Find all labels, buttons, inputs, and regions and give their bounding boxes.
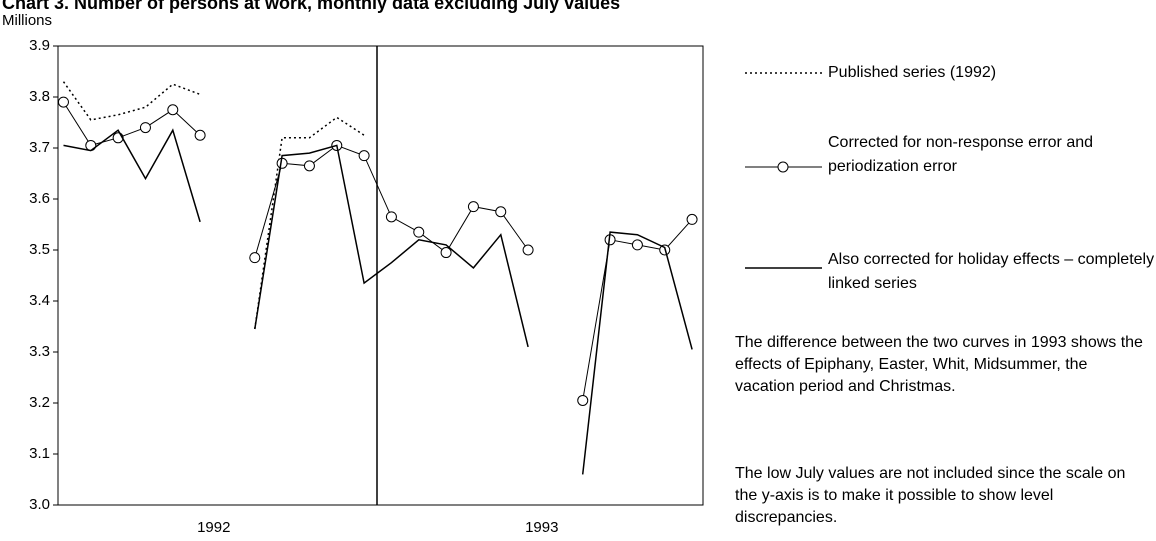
- marker: [522, 244, 534, 256]
- series-line: [62, 81, 365, 330]
- marker: [57, 96, 69, 108]
- series-line: [63, 128, 693, 475]
- marker: [413, 226, 425, 238]
- marker: [440, 247, 452, 259]
- legend-marker: [777, 161, 789, 173]
- marker: [85, 139, 97, 151]
- marker: [495, 206, 507, 218]
- plot-frame: [57, 45, 704, 506]
- marker: [167, 104, 179, 116]
- y-tick-label: 3.0: [29, 496, 50, 513]
- y-tick-label: 3.1: [29, 445, 50, 462]
- marker: [194, 129, 206, 141]
- y-tick-label: 3.7: [29, 139, 50, 156]
- y-tick-label: 3.9: [29, 37, 50, 54]
- marker: [631, 239, 643, 251]
- marker: [249, 252, 261, 264]
- chart-title: Chart 3. Number of persons at work, mont…: [2, 0, 620, 13]
- y-tick-label: 3.4: [29, 292, 50, 309]
- y-tick-label: 3.3: [29, 343, 50, 360]
- series-line: [63, 101, 693, 401]
- y-tick-label: 3.6: [29, 190, 50, 207]
- y-tick-label: 3.8: [29, 88, 50, 105]
- legend-label: Also corrected for holiday effects – com…: [828, 251, 1155, 292]
- marker: [467, 201, 479, 213]
- marker: [139, 122, 151, 134]
- x-group-label: 1993: [525, 519, 558, 536]
- marker: [577, 394, 589, 406]
- marker: [385, 211, 397, 223]
- marker: [686, 213, 698, 225]
- legend-label: Published series (1992): [828, 64, 997, 81]
- x-group-label: 1992: [197, 519, 230, 536]
- marker: [358, 150, 370, 162]
- y-axis-label: Millions: [2, 12, 52, 29]
- y-tick-label: 3.5: [29, 241, 50, 258]
- note: The low July values are not included sin…: [735, 465, 1126, 526]
- legend-label: Corrected for non-response error and per…: [828, 134, 1094, 175]
- note: The difference between the two curves in…: [735, 334, 1143, 395]
- y-tick-label: 3.2: [29, 394, 50, 411]
- marker: [303, 160, 315, 172]
